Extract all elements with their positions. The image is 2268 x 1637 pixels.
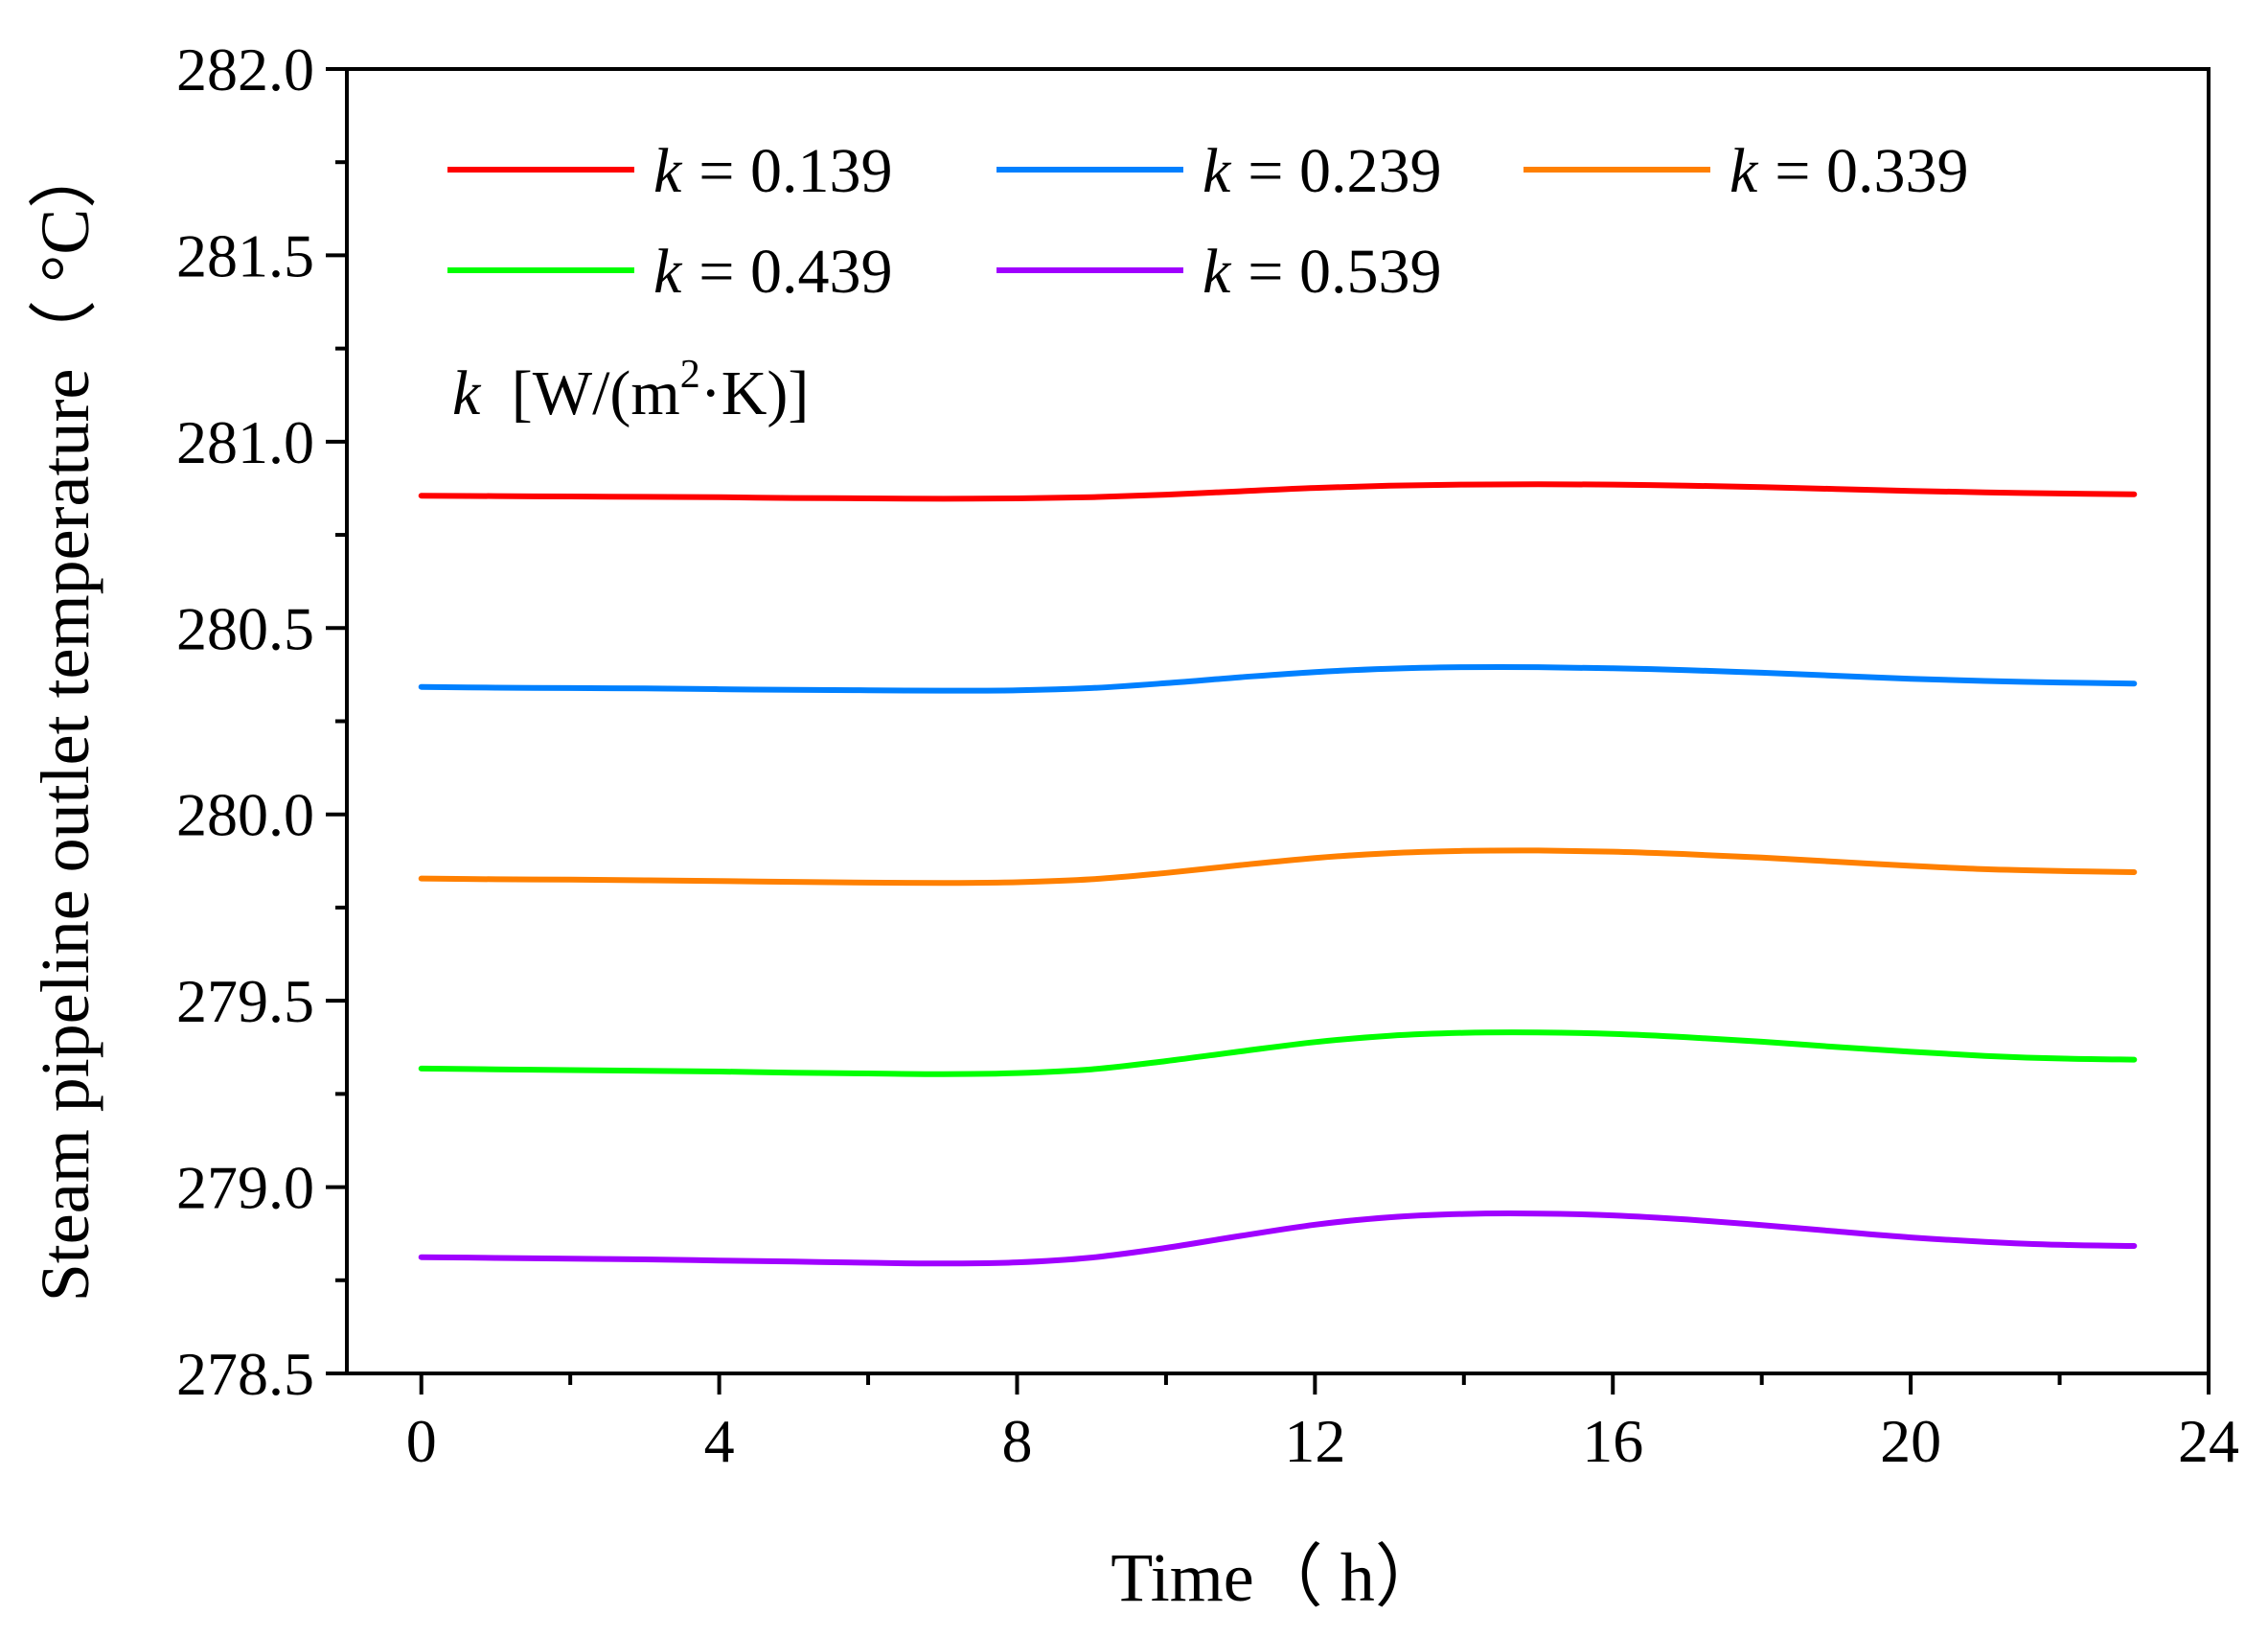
y-tick-label: 279.5 — [176, 967, 314, 1035]
x-tick-label: 12 — [1284, 1407, 1345, 1475]
legend-symbol: k — [653, 237, 683, 307]
y-tick-label: 280.0 — [176, 781, 314, 849]
legend-value: = 0.539 — [1248, 237, 1441, 307]
legend-symbol: k — [653, 136, 683, 206]
units-symbol: k — [452, 358, 482, 428]
legend-value: = 0.239 — [1248, 136, 1441, 206]
legend-label-4: k = 0.439 — [653, 237, 893, 307]
legend-label-1: k = 0.139 — [653, 136, 893, 206]
series-layer — [418, 481, 2138, 1267]
x-tick-label: 4 — [704, 1407, 735, 1475]
units-text: [W/(m — [512, 358, 680, 428]
legend-value: = 0.439 — [699, 237, 892, 307]
legend-label-3: k = 0.339 — [1730, 136, 1969, 206]
y-tick-label: 279.0 — [176, 1154, 314, 1222]
legend-label-2: k = 0.239 — [1203, 136, 1442, 206]
series-line-2 — [418, 663, 2138, 694]
legend-label-5: k = 0.539 — [1203, 237, 1442, 307]
x-tick-label: 0 — [406, 1407, 437, 1475]
series-line-3 — [418, 847, 2138, 887]
y-tick-label: 280.5 — [176, 594, 314, 662]
x-tick-label: 8 — [1001, 1407, 1032, 1475]
series-line-1 — [418, 481, 2138, 502]
legend-value: = 0.139 — [699, 136, 892, 206]
x-tick-label: 16 — [1582, 1407, 1643, 1475]
legend-symbol: k — [1203, 136, 1232, 206]
legend-symbol: k — [1203, 237, 1232, 307]
y-tick-label: 282.0 — [176, 35, 314, 104]
y-axis-label: Steam pipeline outlet temperature（ °C） — [27, 140, 103, 1302]
x-tick-label: 24 — [2178, 1407, 2239, 1475]
units-text-tail: ·K)] — [700, 358, 810, 428]
y-tick-label: 281.5 — [176, 221, 314, 289]
series-line-4 — [418, 1029, 2138, 1077]
y-tick-label: 281.0 — [176, 408, 314, 476]
y-tick-label: 278.5 — [176, 1340, 314, 1408]
series-line-5 — [418, 1210, 2138, 1267]
x-axis-label: Time（ h） — [1111, 1539, 1443, 1616]
units-superscript: 2 — [680, 353, 700, 397]
legend-symbol: k — [1730, 136, 1759, 206]
legend-units-note: k [W/(m2·K)] — [452, 353, 809, 428]
ticks-layer: 0 4 8 12 16 20 24 278.5 279.0 279.5 280.0 280.5 281.… — [176, 35, 2239, 1475]
legend-value: = 0.339 — [1775, 136, 1968, 206]
x-tick-label: 20 — [1880, 1407, 1941, 1475]
